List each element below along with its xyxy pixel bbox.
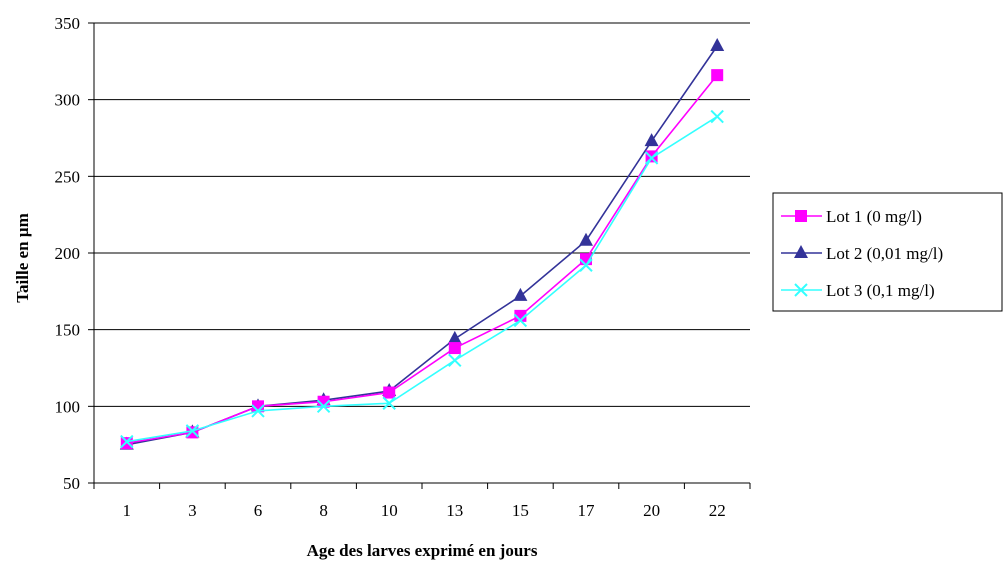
x-tick-labels: 1 3 6 8 10 13 15 17 20 22 bbox=[123, 501, 726, 520]
data-point bbox=[447, 330, 462, 344]
y-tick-label: 200 bbox=[55, 244, 81, 263]
data-point bbox=[448, 342, 461, 355]
x-tick-label: 6 bbox=[254, 501, 263, 520]
legend-label: Lot 1 (0 mg/l) bbox=[826, 207, 922, 226]
data-point bbox=[448, 353, 462, 368]
y-axis-title: Taille en µm bbox=[13, 213, 32, 302]
series-line bbox=[126, 115, 718, 443]
x-tick-label: 15 bbox=[512, 501, 529, 520]
data-point bbox=[711, 69, 724, 82]
y-tick-label: 50 bbox=[63, 474, 80, 493]
data-point bbox=[579, 258, 593, 272]
legend-label: Lot 3 (0,1 mg/l) bbox=[826, 281, 935, 300]
x-axis-title: Age des larves exprimé en jours bbox=[307, 541, 538, 560]
x-tick-label: 3 bbox=[188, 501, 197, 520]
x-tick-label: 10 bbox=[381, 501, 398, 520]
data-point bbox=[185, 424, 200, 438]
legend-marker bbox=[795, 210, 807, 222]
data-point bbox=[513, 313, 528, 328]
x-tick-label: 13 bbox=[446, 501, 463, 520]
x-tick-label: 1 bbox=[123, 501, 132, 520]
legend-item-3: Lot 3 (0,1 mg/l) bbox=[781, 281, 935, 300]
y-tick-label: 250 bbox=[55, 167, 81, 186]
data-point bbox=[710, 38, 725, 51]
axes bbox=[88, 22, 751, 489]
data-point bbox=[645, 150, 658, 163]
y-tick-label: 100 bbox=[55, 397, 81, 416]
y-tick-label: 300 bbox=[55, 91, 81, 110]
series-1 bbox=[120, 69, 724, 450]
gridlines bbox=[94, 22, 750, 407]
data-point bbox=[382, 396, 396, 410]
data-point bbox=[251, 404, 265, 418]
data-point bbox=[120, 437, 133, 450]
x-tick-label: 17 bbox=[578, 501, 596, 520]
data-point bbox=[120, 434, 134, 449]
y-tick-label: 150 bbox=[55, 321, 81, 340]
series-line bbox=[126, 74, 718, 444]
legend-item-2: Lot 2 (0,01 mg/l) bbox=[781, 244, 943, 263]
legend-marker bbox=[794, 283, 808, 297]
legend-marker bbox=[794, 245, 808, 258]
data-point bbox=[644, 133, 659, 147]
series-line bbox=[126, 45, 718, 446]
legend: Lot 1 (0 mg/l) Lot 2 (0,01 mg/l) Lot 3 (0,… bbox=[772, 192, 1003, 312]
y-tick-labels: 50 100 150 200 250 300 350 bbox=[55, 14, 81, 493]
data-point bbox=[579, 232, 593, 246]
legend-label: Lot 2 (0,01 mg/l) bbox=[826, 244, 943, 263]
x-tick-label: 8 bbox=[319, 501, 328, 520]
data-point bbox=[383, 386, 396, 399]
data-point bbox=[316, 399, 331, 414]
series-3 bbox=[120, 109, 724, 449]
series-lines bbox=[119, 38, 725, 450]
legend-item-1: Lot 1 (0 mg/l) bbox=[781, 207, 922, 226]
y-tick-label: 350 bbox=[55, 14, 81, 33]
legend-box bbox=[772, 192, 1003, 312]
data-point bbox=[513, 287, 528, 301]
x-tick-label: 22 bbox=[709, 501, 726, 520]
data-point bbox=[186, 426, 199, 439]
data-point bbox=[710, 109, 724, 124]
data-point bbox=[644, 151, 659, 165]
x-tick-label: 20 bbox=[643, 501, 660, 520]
